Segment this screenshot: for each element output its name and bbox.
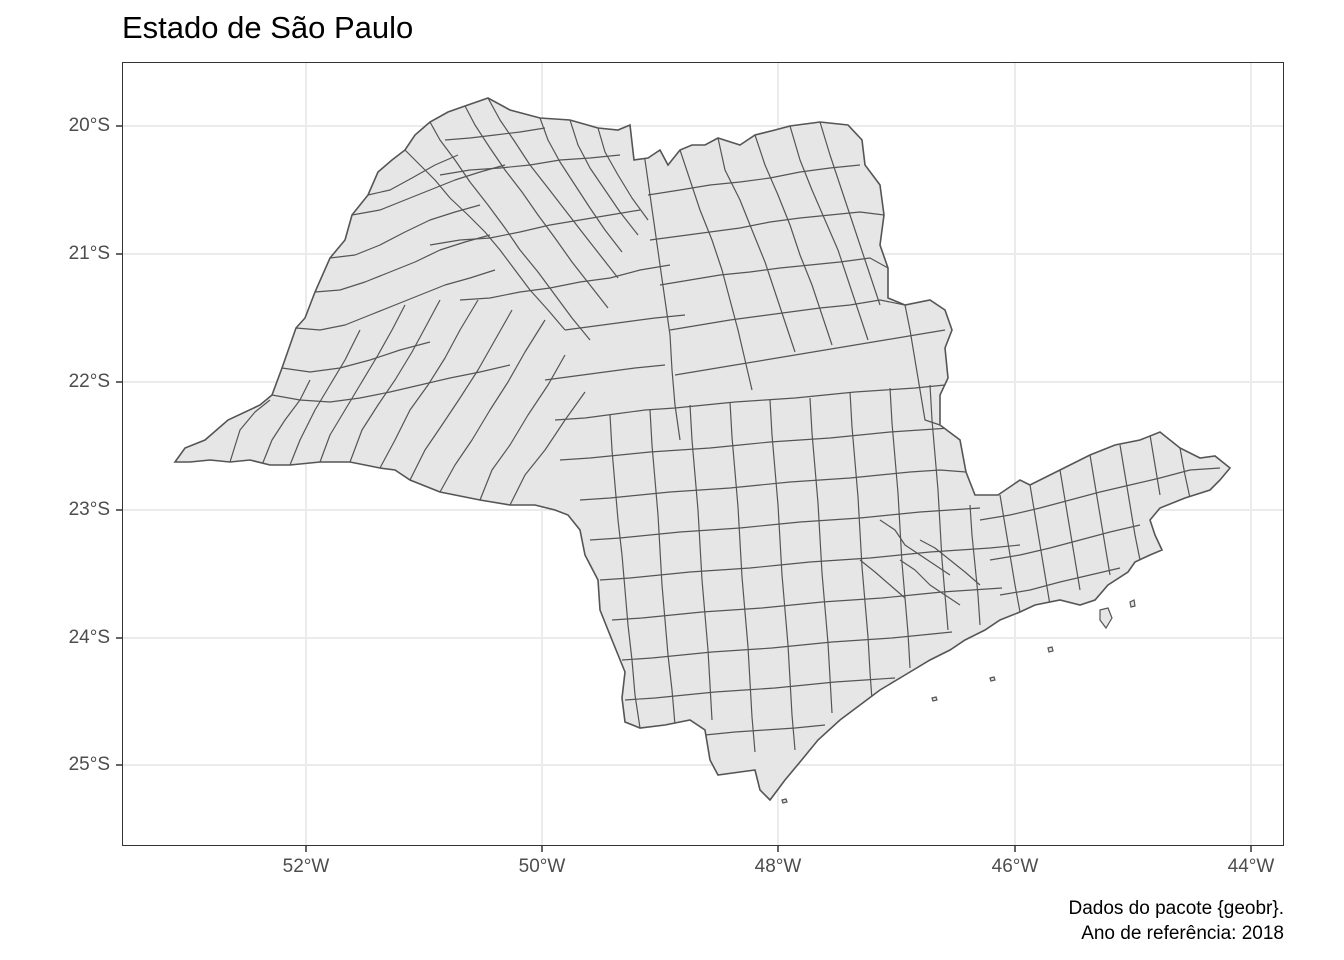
y-tick-label: 25°S	[68, 754, 110, 775]
x-tick-label: 44°W	[1227, 856, 1275, 877]
y-tick-label: 21°S	[68, 243, 110, 264]
x-tick-label: 48°W	[754, 856, 802, 877]
map-title: Estado de São Paulo	[122, 10, 414, 45]
caption-line-2: Ano de referência: 2018	[1081, 923, 1284, 944]
x-tick-label: 50°W	[518, 856, 566, 877]
y-tick-label: 20°S	[68, 115, 110, 136]
data-source-caption: Dados do pacote {geobr}. Ano de referênc…	[1068, 896, 1284, 946]
y-tick-label: 22°S	[68, 371, 110, 392]
municipality-boundaries	[229, 98, 1221, 753]
axis-ticks	[116, 125, 1252, 852]
coastal-islands	[781, 599, 1136, 804]
x-tick-label: 46°W	[991, 856, 1039, 877]
y-tick-label: 23°S	[68, 499, 110, 520]
y-tick-label: 24°S	[68, 627, 110, 648]
map-panel	[122, 62, 1284, 846]
caption-line-1: Dados do pacote {geobr}.	[1068, 898, 1284, 919]
x-tick-label: 52°W	[282, 856, 330, 877]
